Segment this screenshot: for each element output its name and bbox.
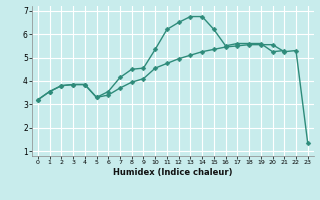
X-axis label: Humidex (Indice chaleur): Humidex (Indice chaleur) bbox=[113, 168, 233, 177]
